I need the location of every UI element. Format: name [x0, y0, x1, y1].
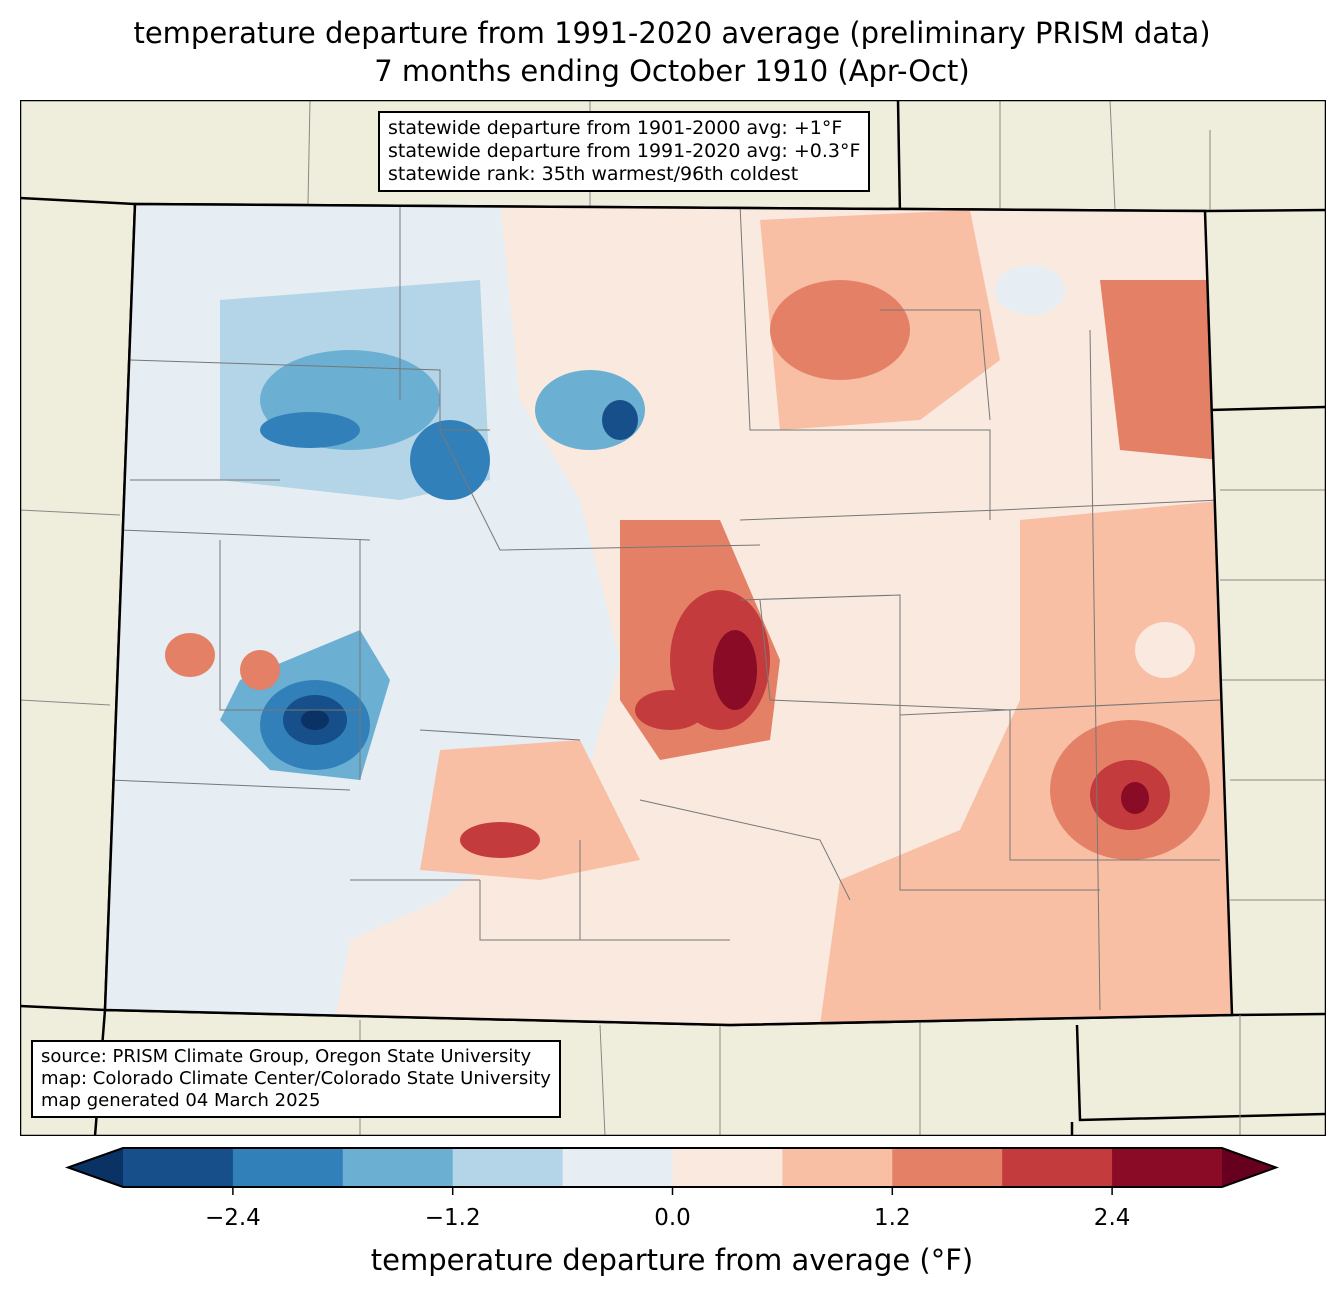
generated-date-line: map generated 04 March 2025 — [41, 1090, 321, 1111]
colorbar-tick-label: 0.0 — [654, 1205, 691, 1231]
colorbar-segment — [1112, 1148, 1223, 1187]
colorbar-segment — [342, 1148, 454, 1187]
stats-line-1901-2000: statewide departure from 1901-2000 avg: … — [388, 117, 843, 139]
stats-line-1991-2020: statewide departure from 1991-2020 avg: … — [388, 140, 861, 162]
colorbar-outline — [65, 1147, 1279, 1188]
temperature-departure-map — [20, 100, 1326, 1136]
colorbar-label: temperature departure from average (°F) — [370, 1243, 974, 1277]
colorbar-segment — [672, 1148, 783, 1187]
colorbar-tick-label: −1.2 — [424, 1205, 481, 1231]
colorbar-segment — [892, 1148, 1003, 1187]
colorbar-segment — [1002, 1148, 1113, 1187]
county-lines — [109, 204, 1221, 1011]
colorbar-segment — [123, 1148, 234, 1187]
colorbar-over-arrow — [1222, 1148, 1276, 1187]
map-frame — [20, 100, 1326, 1136]
colorbar-segment — [452, 1148, 564, 1187]
map-title-line2: 7 months ending October 1910 (Apr-Oct) — [374, 54, 970, 88]
colorbar-segment — [232, 1148, 344, 1187]
colorbar-tick-label: −2.4 — [204, 1205, 261, 1231]
stats-line-rank: statewide rank: 35th warmest/96th coldes… — [388, 163, 799, 185]
source-line: source: PRISM Climate Group, Oregon Stat… — [41, 1046, 532, 1067]
colorbar-tick-label: 1.2 — [874, 1205, 911, 1231]
colorbar — [65, 1147, 1279, 1195]
statewide-stats-box: statewide departure from 1901-2000 avg: … — [378, 111, 871, 192]
colorbar-segment — [562, 1148, 673, 1187]
map-title-line1: temperature departure from 1991-2020 ave… — [133, 16, 1211, 50]
colorbar-tick-label: 2.4 — [1093, 1205, 1131, 1231]
colorado-border — [103, 202, 1234, 1027]
temperature-contours — [105, 204, 1232, 1025]
colorbar-segment — [782, 1148, 893, 1187]
source-box: source: PRISM Climate Group, Oregon Stat… — [31, 1040, 561, 1118]
map-credit-line: map: Colorado Climate Center/Colorado St… — [41, 1068, 551, 1089]
colorbar-under-arrow — [68, 1148, 123, 1187]
